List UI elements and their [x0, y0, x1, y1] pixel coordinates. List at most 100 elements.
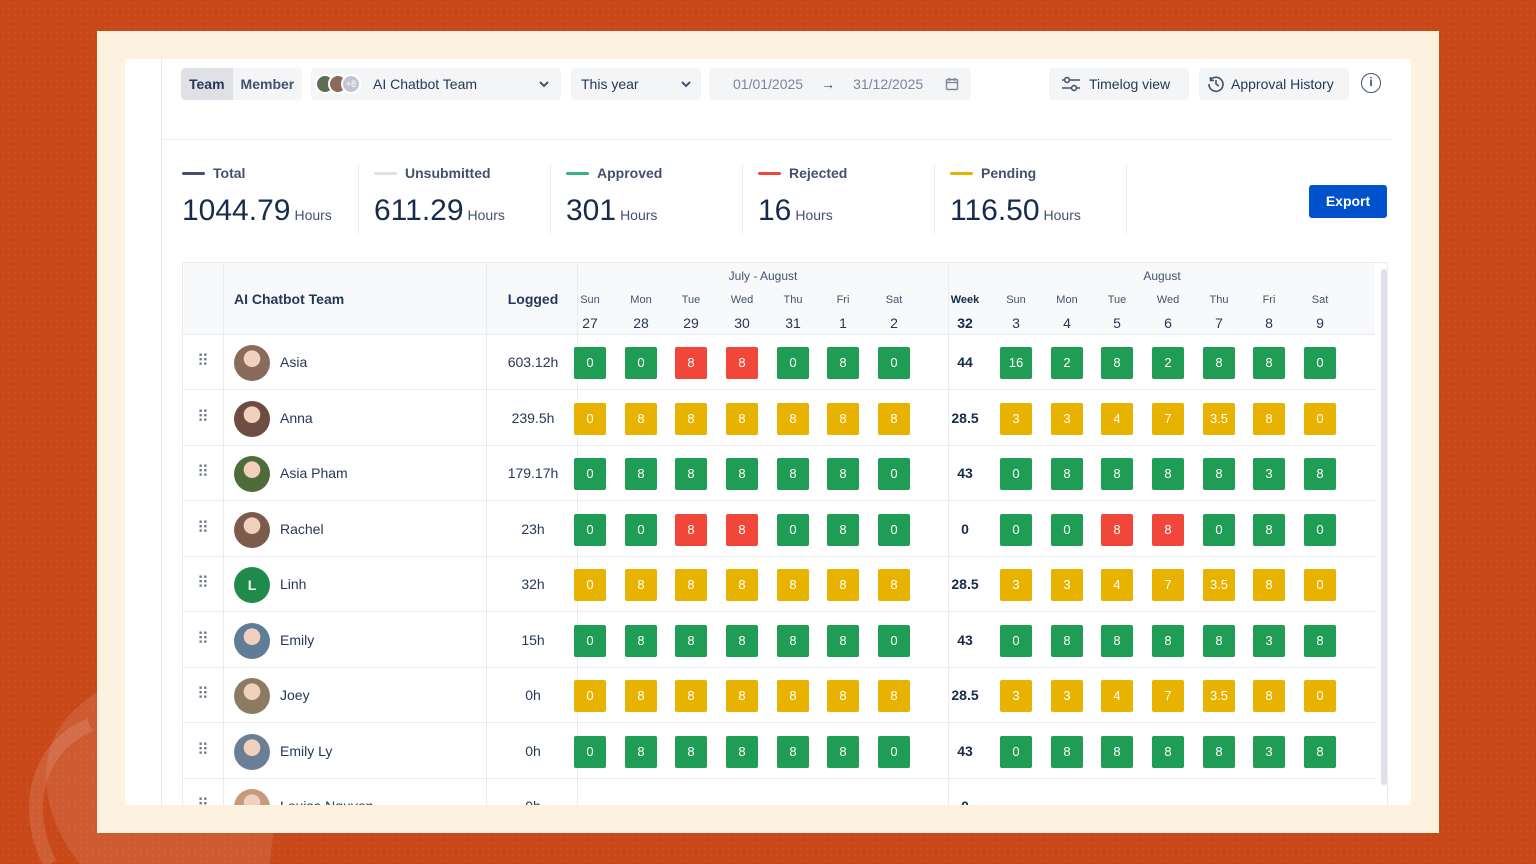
day-cell[interactable]: 8 — [777, 680, 809, 712]
day-cell[interactable]: 8 — [827, 569, 859, 601]
day-cell[interactable]: 0 — [1203, 513, 1235, 546]
day-cell[interactable]: 3 — [1000, 402, 1032, 435]
drag-handle-icon[interactable]: ⠿ — [197, 798, 209, 806]
day-cell[interactable]: 0 — [574, 347, 606, 379]
day-cell[interactable]: 8 — [1203, 458, 1235, 490]
day-cell[interactable]: — — [726, 791, 758, 805]
day-cell[interactable]: 3 — [1253, 735, 1285, 768]
team-select[interactable]: +8 AI Chatbot Team — [311, 68, 561, 100]
day-cell[interactable]: 8 — [625, 569, 657, 601]
day-cell[interactable]: — — [1000, 791, 1032, 805]
day-cell[interactable]: 8 — [1253, 680, 1285, 712]
day-cell[interactable]: 8 — [827, 513, 859, 546]
approval-history-button[interactable]: Approval History — [1199, 68, 1349, 100]
day-cell[interactable]: 8 — [1101, 513, 1133, 546]
day-cell[interactable]: 8 — [726, 402, 758, 435]
day-cell[interactable]: 0 — [1304, 680, 1336, 712]
day-cell[interactable]: 0 — [574, 735, 606, 768]
day-cell[interactable]: 0 — [625, 347, 657, 379]
tab-team[interactable]: Team — [181, 68, 233, 100]
drag-handle-icon[interactable]: ⠿ — [197, 464, 209, 481]
drag-handle-icon[interactable]: ⠿ — [197, 575, 209, 592]
day-cell[interactable]: 8 — [1253, 513, 1285, 546]
day-cell[interactable]: 0 — [574, 513, 606, 546]
drag-handle-icon[interactable]: ⠿ — [197, 519, 209, 537]
day-cell[interactable]: 8 — [1304, 735, 1336, 768]
day-cell[interactable]: 8 — [827, 624, 859, 657]
vertical-scrollbar[interactable] — [1381, 269, 1387, 785]
day-cell[interactable]: 0 — [574, 569, 606, 601]
day-cell[interactable]: 8 — [1203, 735, 1235, 768]
day-cell[interactable]: 8 — [1304, 458, 1336, 490]
day-cell[interactable]: 3.5 — [1203, 680, 1235, 712]
day-cell[interactable]: 8 — [675, 735, 707, 768]
day-cell[interactable]: 8 — [675, 569, 707, 601]
day-cell[interactable]: — — [827, 791, 859, 805]
drag-handle-icon[interactable]: ⠿ — [197, 353, 209, 370]
day-cell[interactable]: 3 — [1051, 680, 1083, 712]
day-cell[interactable]: 8 — [625, 735, 657, 768]
day-cell[interactable]: 0 — [574, 624, 606, 657]
drag-handle-icon[interactable]: ⠿ — [197, 630, 209, 648]
day-cell[interactable]: 8 — [777, 569, 809, 601]
day-cell[interactable]: 0 — [1000, 458, 1032, 490]
day-cell[interactable]: 8 — [1304, 624, 1336, 657]
day-cell[interactable]: 0 — [1000, 735, 1032, 768]
member-name[interactable]: Louisa Nguyen — [280, 798, 373, 805]
day-cell[interactable]: 0 — [574, 458, 606, 490]
day-cell[interactable]: 7 — [1152, 402, 1184, 435]
day-cell[interactable]: — — [1051, 791, 1083, 805]
day-cell[interactable]: 8 — [1203, 347, 1235, 379]
day-cell[interactable]: — — [878, 791, 910, 805]
date-range-picker[interactable]: 01/01/2025 → 31/12/2025 — [709, 68, 971, 100]
day-cell[interactable]: — — [1203, 791, 1235, 805]
day-cell[interactable]: 0 — [1304, 402, 1336, 435]
day-cell[interactable]: 8 — [1101, 458, 1133, 490]
day-cell[interactable]: 8 — [1253, 569, 1285, 601]
day-cell[interactable]: 4 — [1101, 680, 1133, 712]
day-cell[interactable]: 8 — [675, 402, 707, 435]
day-cell[interactable]: 8 — [1101, 735, 1133, 768]
timelog-view-button[interactable]: Timelog view — [1049, 68, 1189, 100]
day-cell[interactable]: 8 — [777, 735, 809, 768]
day-cell[interactable]: 8 — [1152, 624, 1184, 657]
day-cell[interactable]: 2 — [1051, 347, 1083, 379]
day-cell[interactable]: 0 — [1304, 569, 1336, 601]
day-cell[interactable]: 8 — [1203, 624, 1235, 657]
day-cell[interactable]: 8 — [777, 458, 809, 490]
member-name[interactable]: Asia Pham — [280, 465, 348, 481]
member-name[interactable]: Asia — [280, 354, 308, 370]
day-cell[interactable]: — — [1253, 791, 1285, 805]
day-cell[interactable]: 4 — [1101, 402, 1133, 435]
tab-member[interactable]: Member — [240, 76, 295, 92]
day-cell[interactable]: 8 — [675, 513, 707, 546]
day-cell[interactable]: 8 — [878, 402, 910, 435]
day-cell[interactable]: 8 — [1051, 458, 1083, 490]
day-cell[interactable]: 8 — [625, 402, 657, 435]
day-cell[interactable]: 3 — [1051, 569, 1083, 601]
export-button[interactable]: Export — [1309, 185, 1387, 218]
day-cell[interactable]: 8 — [878, 569, 910, 601]
member-name[interactable]: Emily — [280, 631, 315, 648]
day-cell[interactable]: 8 — [1101, 624, 1133, 657]
day-cell[interactable]: 8 — [675, 458, 707, 490]
info-icon[interactable]: i — [1361, 73, 1381, 93]
drag-handle-icon[interactable]: ⠿ — [197, 686, 209, 703]
day-cell[interactable]: 0 — [574, 680, 606, 712]
day-cell[interactable]: 0 — [1051, 513, 1083, 546]
day-cell[interactable]: 8 — [726, 458, 758, 490]
day-cell[interactable]: 8 — [1101, 347, 1133, 379]
day-cell[interactable]: 8 — [827, 735, 859, 768]
day-cell[interactable]: 3 — [1253, 458, 1285, 490]
day-cell[interactable]: 3 — [1253, 624, 1285, 657]
day-cell[interactable]: 8 — [726, 569, 758, 601]
day-cell[interactable]: 0 — [1000, 513, 1032, 546]
day-cell[interactable]: — — [1152, 791, 1184, 805]
member-name[interactable]: Joey — [280, 687, 310, 703]
day-cell[interactable]: 8 — [1051, 624, 1083, 657]
day-cell[interactable]: 3.5 — [1203, 402, 1235, 435]
day-cell[interactable]: 8 — [777, 624, 809, 657]
period-select[interactable]: This year — [571, 68, 701, 100]
day-cell[interactable]: — — [675, 791, 707, 805]
day-cell[interactable]: 8 — [1152, 458, 1184, 490]
